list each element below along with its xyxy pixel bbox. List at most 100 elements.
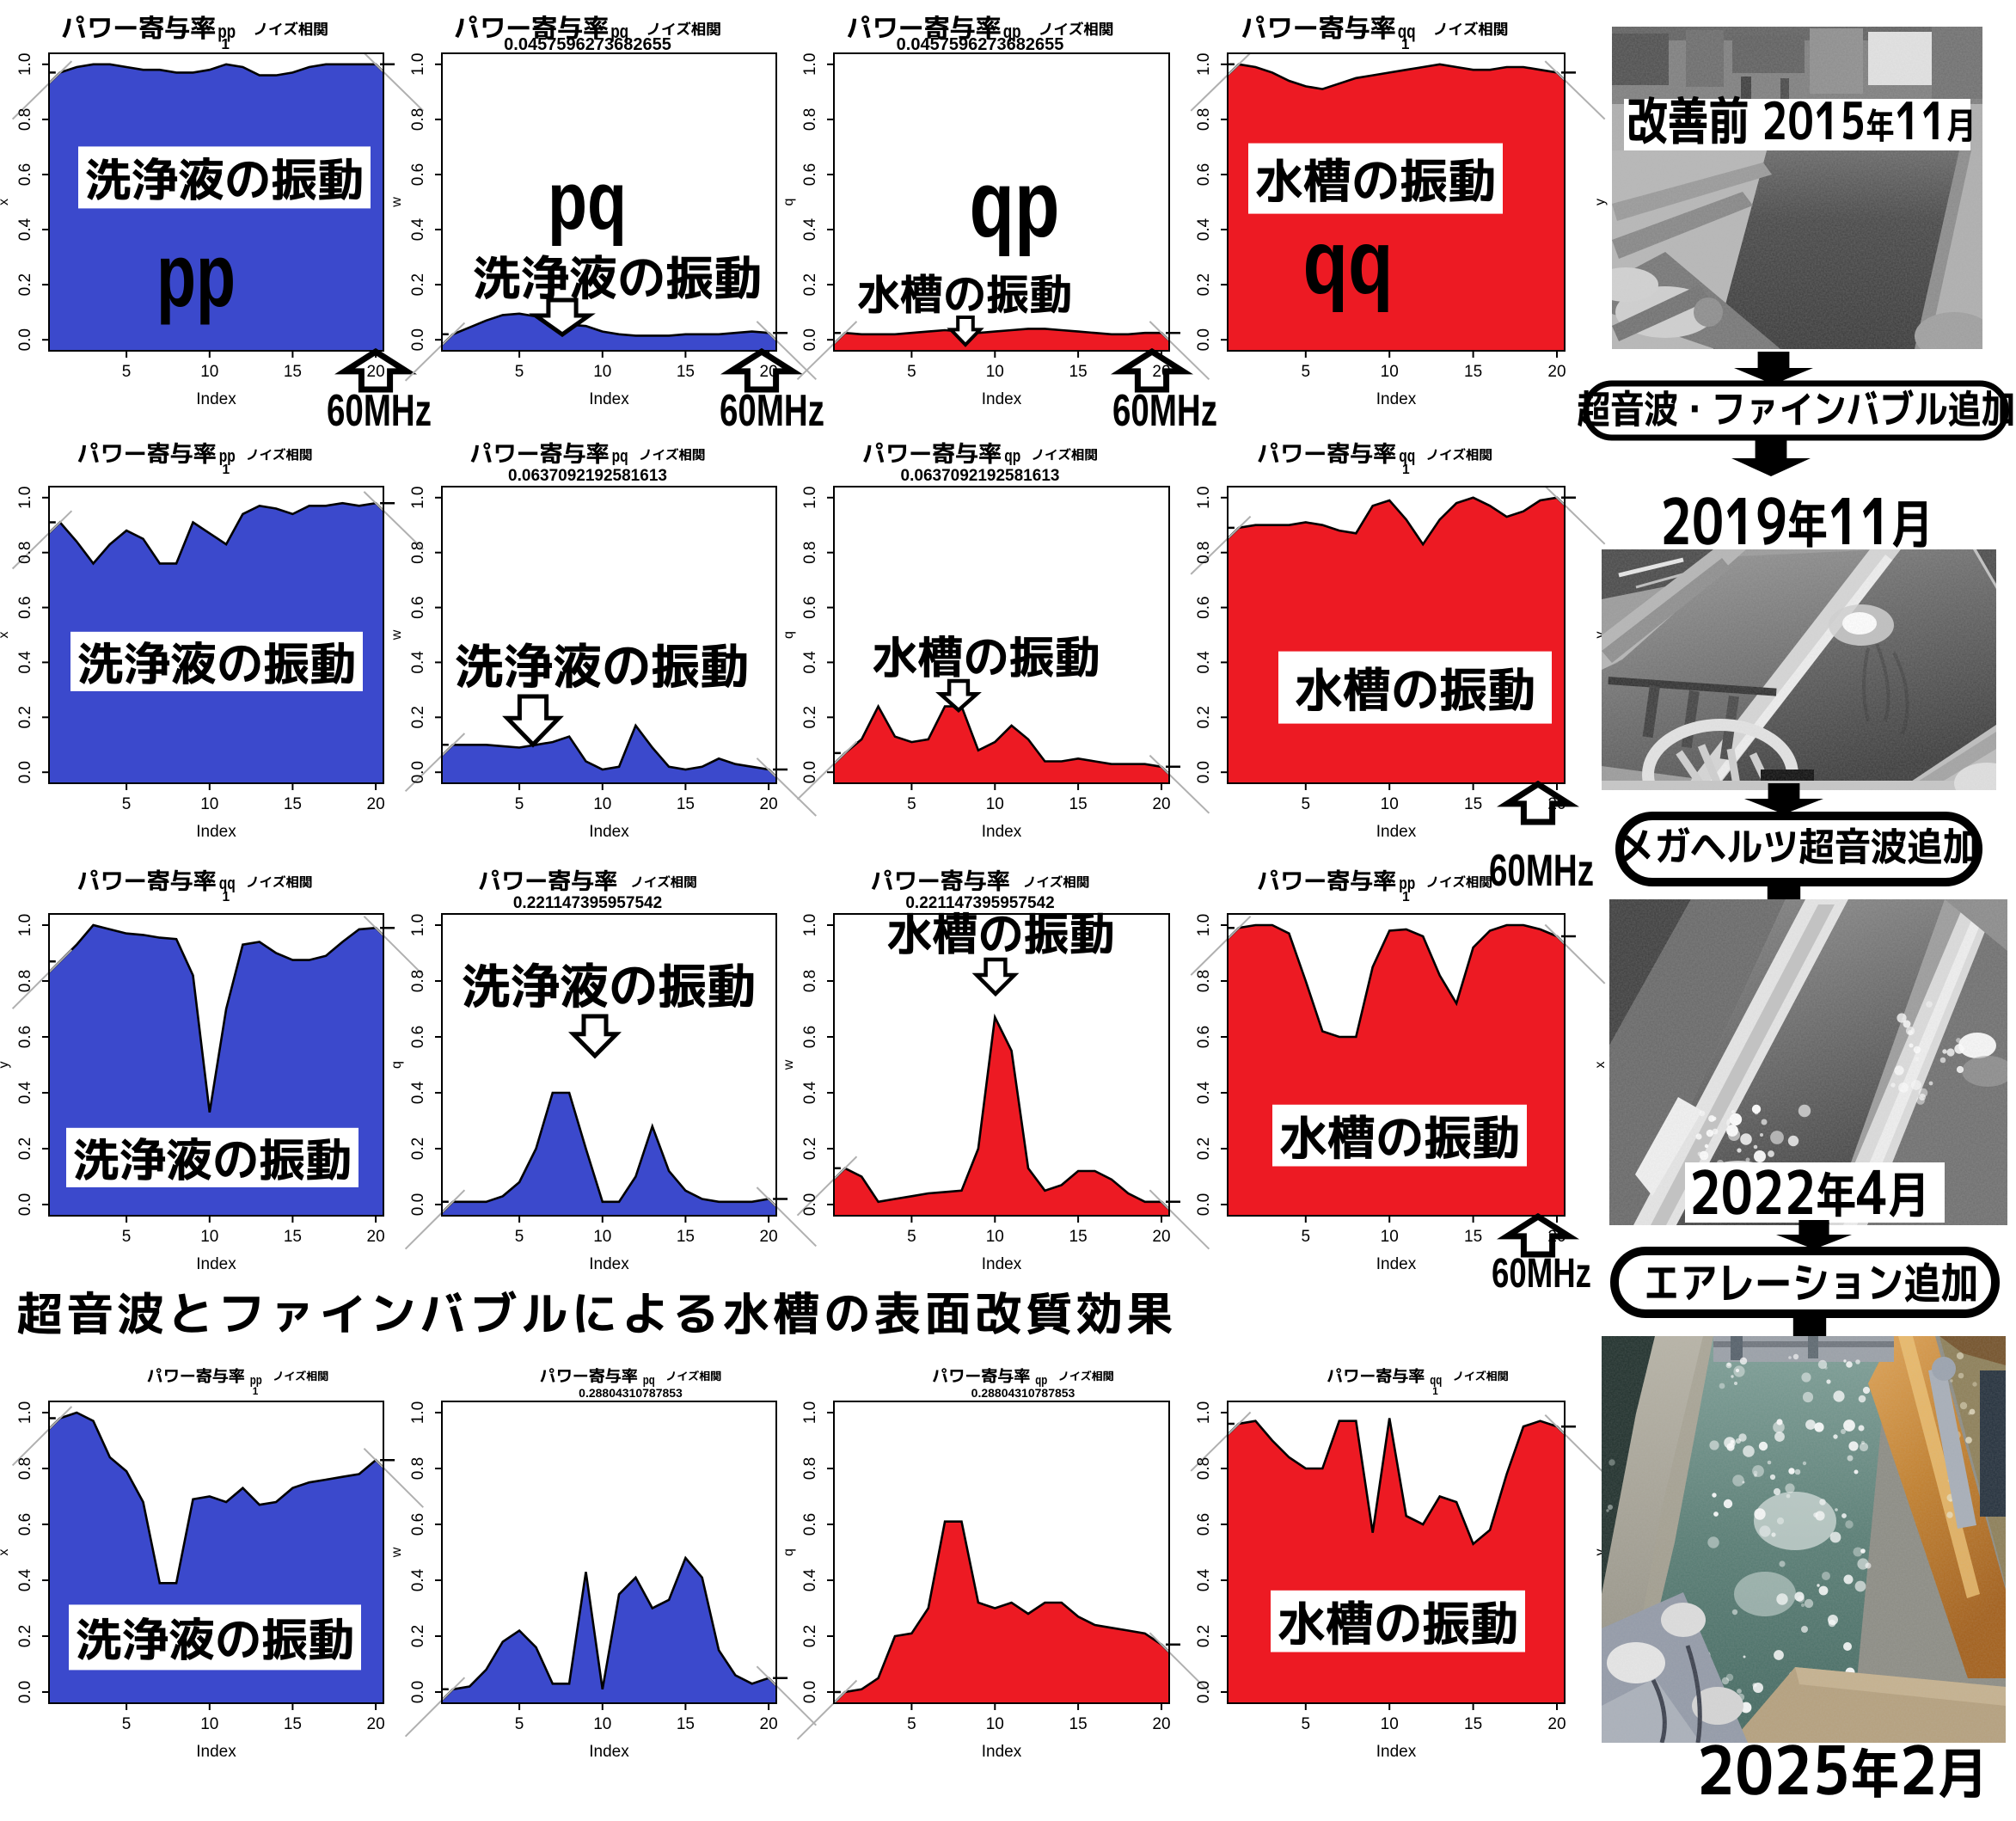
svg-text:10: 10 bbox=[986, 1228, 1004, 1246]
svg-text:1.0: 1.0 bbox=[16, 487, 34, 509]
svg-text:0.6: 0.6 bbox=[1195, 596, 1213, 618]
svg-text:0.0: 0.0 bbox=[16, 1681, 34, 1703]
svg-text:15: 15 bbox=[1464, 1228, 1482, 1246]
svg-text:0.8: 0.8 bbox=[16, 108, 34, 131]
svg-text:0.0: 0.0 bbox=[409, 761, 427, 783]
svg-text:Index: Index bbox=[982, 390, 1022, 408]
svg-text:w: w bbox=[389, 1547, 404, 1558]
svg-text:20: 20 bbox=[760, 1228, 778, 1246]
svg-text:0.221147395957542: 0.221147395957542 bbox=[513, 894, 662, 912]
svg-text:1: 1 bbox=[1402, 463, 1410, 477]
svg-text:1.0: 1.0 bbox=[1195, 1401, 1213, 1424]
svg-text:10: 10 bbox=[986, 363, 1004, 381]
svg-text:w: w bbox=[781, 1059, 796, 1070]
svg-text:y: y bbox=[1593, 1549, 1608, 1556]
svg-text:Index: Index bbox=[1376, 1255, 1417, 1273]
svg-text:y: y bbox=[0, 1062, 11, 1069]
svg-text:20: 20 bbox=[1547, 1715, 1566, 1733]
svg-text:Index: Index bbox=[196, 1255, 236, 1273]
svg-text:20: 20 bbox=[1547, 795, 1566, 813]
svg-text:10: 10 bbox=[986, 1715, 1004, 1733]
svg-text:10: 10 bbox=[593, 795, 611, 813]
svg-text:0.0: 0.0 bbox=[409, 1681, 427, 1703]
svg-text:0.2: 0.2 bbox=[16, 1137, 34, 1160]
svg-text:0.0: 0.0 bbox=[16, 761, 34, 783]
svg-text:0.4: 0.4 bbox=[801, 1081, 819, 1104]
svg-text:0.8: 0.8 bbox=[801, 108, 819, 131]
svg-text:1.0: 1.0 bbox=[1195, 914, 1213, 936]
svg-text:Index: Index bbox=[1376, 390, 1417, 408]
svg-text:1: 1 bbox=[1402, 890, 1410, 904]
svg-text:15: 15 bbox=[284, 363, 302, 381]
svg-text:0.2: 0.2 bbox=[801, 706, 819, 728]
svg-text:5: 5 bbox=[122, 1715, 132, 1733]
svg-text:1: 1 bbox=[1401, 35, 1410, 52]
svg-text:q: q bbox=[389, 1061, 404, 1069]
svg-text:0.4: 0.4 bbox=[16, 218, 34, 241]
svg-text:15: 15 bbox=[1464, 795, 1482, 813]
svg-text:1.0: 1.0 bbox=[16, 1401, 34, 1424]
svg-text:0.8: 0.8 bbox=[801, 541, 819, 563]
svg-text:5: 5 bbox=[907, 1228, 916, 1246]
svg-text:15: 15 bbox=[284, 1228, 302, 1246]
svg-text:60MHz: 60MHz bbox=[327, 386, 432, 436]
svg-text:1.0: 1.0 bbox=[409, 914, 427, 936]
svg-text:0.221147395957542: 0.221147395957542 bbox=[905, 894, 1054, 912]
svg-text:0.4: 0.4 bbox=[409, 651, 427, 674]
svg-text:60MHz: 60MHz bbox=[1112, 386, 1217, 436]
svg-text:0.2: 0.2 bbox=[1195, 1625, 1213, 1647]
svg-text:0.4: 0.4 bbox=[801, 1568, 819, 1591]
svg-text:w: w bbox=[389, 629, 404, 641]
svg-text:qq: qq bbox=[1398, 21, 1416, 42]
svg-text:1.0: 1.0 bbox=[409, 53, 427, 76]
svg-text:0.4: 0.4 bbox=[1195, 1568, 1213, 1591]
svg-text:1.0: 1.0 bbox=[16, 53, 34, 76]
svg-text:0.8: 0.8 bbox=[1195, 970, 1213, 992]
svg-text:pp: pp bbox=[250, 1373, 262, 1388]
svg-text:Index: Index bbox=[589, 1255, 629, 1273]
svg-text:Index: Index bbox=[1376, 823, 1417, 841]
svg-text:1.0: 1.0 bbox=[1195, 487, 1213, 509]
svg-text:15: 15 bbox=[284, 1715, 302, 1733]
svg-text:0.6: 0.6 bbox=[801, 1026, 819, 1048]
svg-text:0.4: 0.4 bbox=[1195, 1081, 1213, 1104]
svg-text:0.2: 0.2 bbox=[409, 1137, 427, 1160]
svg-text:0.8: 0.8 bbox=[409, 970, 427, 992]
svg-text:5: 5 bbox=[1302, 795, 1311, 813]
svg-text:q: q bbox=[781, 1548, 796, 1556]
svg-text:10: 10 bbox=[1381, 1228, 1399, 1246]
svg-text:Index: Index bbox=[982, 1255, 1022, 1273]
svg-text:0.8: 0.8 bbox=[16, 970, 34, 992]
svg-text:Index: Index bbox=[589, 1743, 629, 1761]
svg-text:0.6: 0.6 bbox=[409, 163, 427, 186]
svg-text:20: 20 bbox=[760, 1715, 778, 1733]
svg-text:0.6: 0.6 bbox=[16, 1513, 34, 1536]
svg-text:qp: qp bbox=[1003, 21, 1021, 42]
svg-text:0.0637092192581613: 0.0637092192581613 bbox=[901, 467, 1060, 485]
svg-text:60MHz: 60MHz bbox=[1492, 1251, 1591, 1297]
svg-text:0.0457596273682655: 0.0457596273682655 bbox=[897, 35, 1064, 54]
svg-text:0.28804310787853: 0.28804310787853 bbox=[579, 1386, 683, 1400]
svg-text:1.0: 1.0 bbox=[1195, 53, 1213, 76]
svg-text:10: 10 bbox=[1381, 363, 1399, 381]
svg-text:0.0: 0.0 bbox=[409, 328, 427, 351]
svg-text:0.6: 0.6 bbox=[1195, 163, 1213, 186]
svg-text:10: 10 bbox=[593, 363, 611, 381]
svg-text:0.6: 0.6 bbox=[801, 163, 819, 186]
svg-text:0.4: 0.4 bbox=[1195, 651, 1213, 674]
svg-text:1: 1 bbox=[1432, 1386, 1438, 1397]
svg-text:0.8: 0.8 bbox=[409, 541, 427, 563]
svg-text:0.4: 0.4 bbox=[1195, 218, 1213, 241]
svg-text:10: 10 bbox=[1381, 795, 1399, 813]
svg-text:1: 1 bbox=[223, 890, 230, 904]
svg-text:qq: qq bbox=[1399, 447, 1415, 466]
svg-text:20: 20 bbox=[1152, 363, 1170, 381]
svg-text:10: 10 bbox=[593, 1715, 611, 1733]
svg-text:0.0: 0.0 bbox=[409, 1193, 427, 1216]
svg-text:x: x bbox=[1593, 1062, 1608, 1069]
svg-text:15: 15 bbox=[1069, 795, 1088, 813]
svg-text:5: 5 bbox=[907, 363, 916, 381]
svg-text:0.28804310787853: 0.28804310787853 bbox=[971, 1386, 1075, 1400]
svg-text:y: y bbox=[1593, 199, 1608, 205]
svg-text:5: 5 bbox=[515, 1228, 524, 1246]
